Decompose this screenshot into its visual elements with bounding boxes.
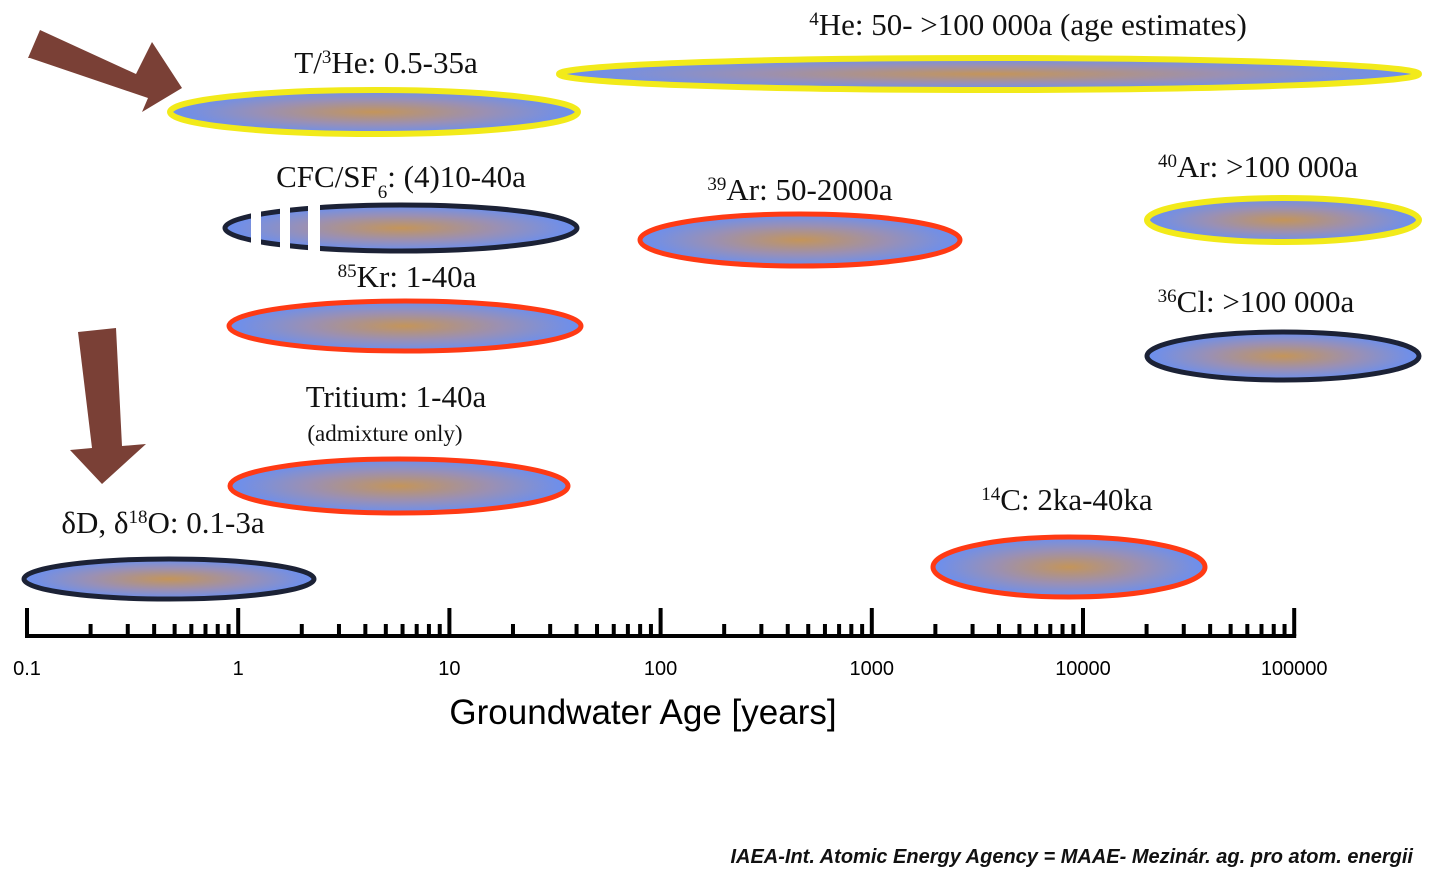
ellipse-d18o bbox=[21, 556, 317, 602]
ellipse-ar39 bbox=[637, 211, 963, 269]
axis-tick-label: 10000 bbox=[1055, 658, 1111, 680]
ellipse-ar40 bbox=[1144, 195, 1422, 245]
arrow-right-icon bbox=[28, 30, 182, 112]
age-axis: 0.1 1 10 100 1000 10000 100000 bbox=[13, 608, 1328, 680]
axis-tick-label: 1 bbox=[233, 658, 244, 680]
axis-tick-label: 10 bbox=[438, 658, 460, 680]
label-c14: 14C: 2ka-40ka bbox=[981, 482, 1153, 517]
label-cl36: 36Cl: >100 000a bbox=[1158, 284, 1355, 319]
axis-title: Groundwater Age [years] bbox=[449, 693, 836, 732]
ellipse-he4 bbox=[556, 55, 1422, 93]
label-tritium-note: (admixture only) bbox=[307, 421, 462, 446]
ellipse-kr85 bbox=[226, 298, 584, 354]
label-ar40: 40Ar: >100 000a bbox=[1158, 149, 1358, 184]
ellipse-cfc bbox=[222, 200, 580, 256]
arrow-down-icon bbox=[70, 328, 146, 484]
axis-tick-label: 1000 bbox=[850, 658, 895, 680]
ellipse-cl36 bbox=[1144, 329, 1422, 383]
credit-footer: IAEA-Int. Atomic Energy Agency = MAAE- M… bbox=[730, 846, 1413, 868]
label-tritium: Tritium: 1-40a bbox=[306, 379, 487, 414]
axis-tick-label: 0.1 bbox=[13, 658, 41, 680]
label-kr85: 85Kr: 1-40a bbox=[338, 259, 477, 294]
axis-tick-label: 100000 bbox=[1261, 658, 1328, 680]
ellipse-tritium bbox=[227, 456, 571, 516]
label-th3: T/3He: 0.5-35a bbox=[294, 45, 478, 80]
ellipse-th3 bbox=[167, 87, 581, 137]
label-d18o: δD, δ18O: 0.1-3a bbox=[61, 505, 264, 540]
axis-tick-label: 100 bbox=[644, 658, 677, 680]
ellipse-c14 bbox=[930, 534, 1208, 600]
label-he4: 4He: 50- >100 000a (age estimates) bbox=[809, 7, 1247, 42]
label-cfc: CFC/SF6: (4)10-40a bbox=[276, 159, 526, 203]
label-ar39: 39Ar: 50-2000a bbox=[707, 172, 892, 207]
